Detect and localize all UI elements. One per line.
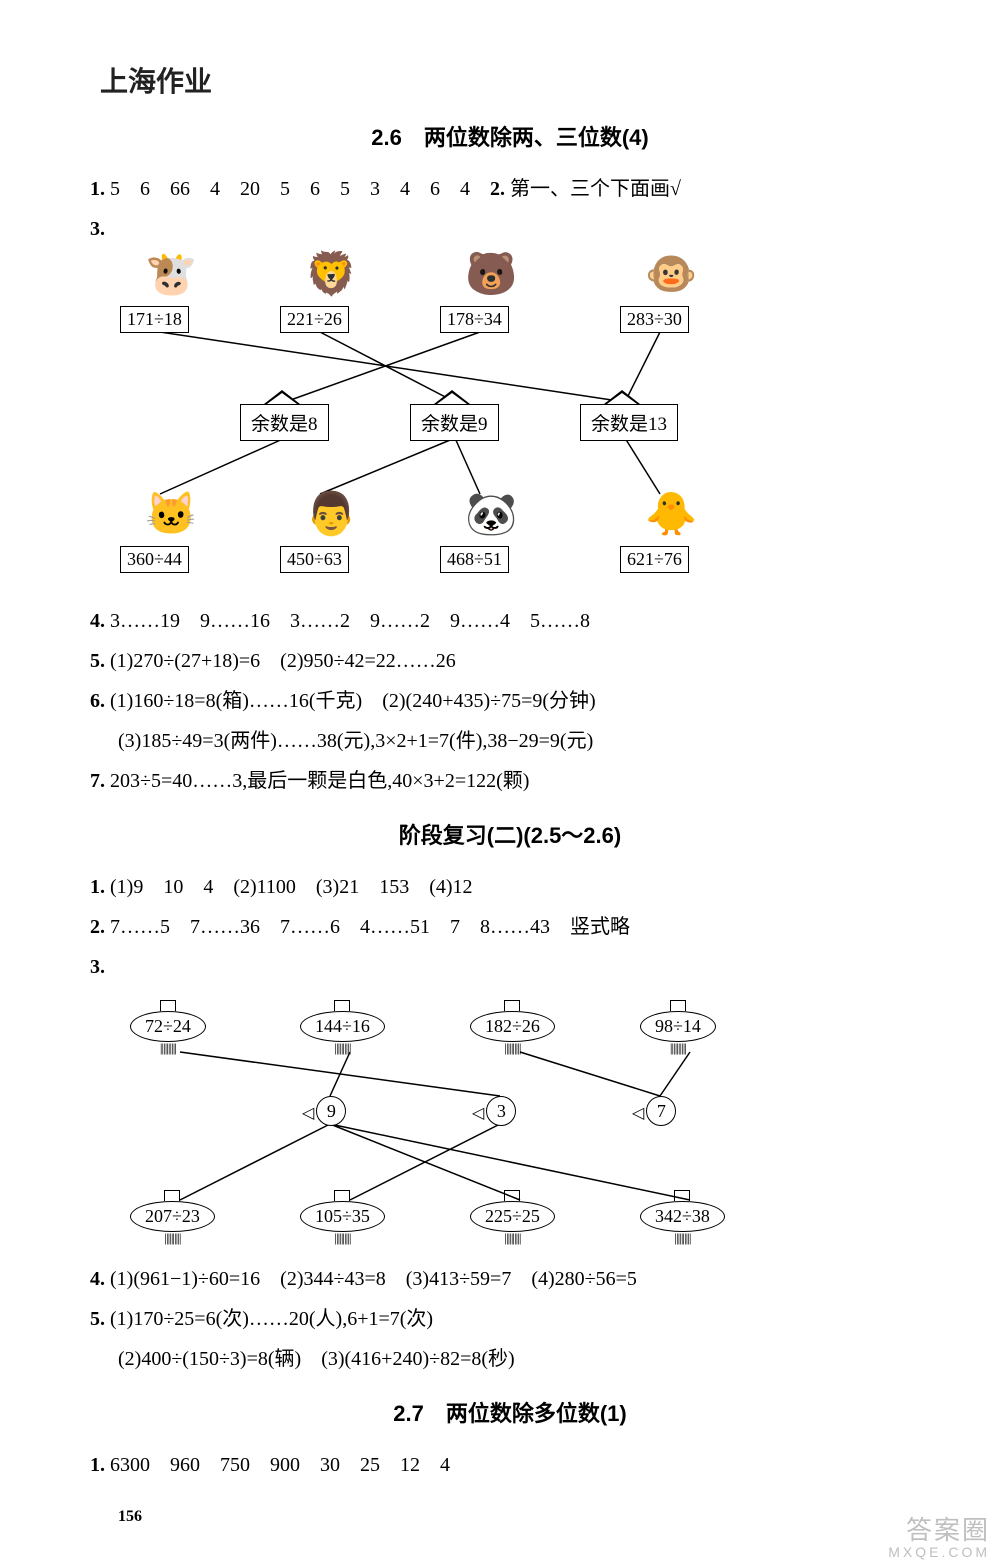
watermark-sub: MXQE.COM [888, 1545, 990, 1560]
s2-q4: 4. (1)(961−1)÷60=16 (2)344÷43=8 (3)413÷5… [90, 1260, 930, 1298]
ufo-node: 72÷24|||||||||| [130, 1000, 206, 1056]
house-box: 余数是8 [240, 404, 329, 441]
house-roof-icon [264, 390, 300, 404]
house-roof-icon [434, 390, 470, 404]
watermark-main: 答案圈 [906, 1515, 990, 1545]
house-box: 余数是13 [580, 404, 678, 441]
ufo-node: 182÷26|||||||||| [470, 1000, 555, 1056]
animal-bot-icon: 🐥 [645, 494, 697, 536]
top-box: 221÷26 [280, 306, 349, 333]
s1-q7: 7. 203÷5=40……3,最后一颗是白色,40×3+2=122(颗) [90, 762, 930, 800]
s1-q6a: 6. (1)160÷18=8(箱)……16(千克) (2)(240+435)÷7… [90, 682, 930, 720]
bot-box: 468÷51 [440, 546, 509, 573]
s2-q5a: 5. (1)170÷25=6(次)……20(人),6+1=7(次) [90, 1300, 930, 1338]
s2-q5b: (2)400÷(150÷3)=8(辆) (3)(416+240)÷82=8(秒) [90, 1340, 930, 1378]
s1-q1-label: 1. [90, 178, 105, 200]
bot-box: 621÷76 [620, 546, 689, 573]
ufo-node: 98÷14|||||||||| [640, 1000, 716, 1056]
ufo-node: 105÷35|||||||||| [300, 1190, 385, 1246]
house-box: 余数是9 [410, 404, 499, 441]
bulb-node: ◁7 [632, 1096, 676, 1126]
animal-top-icon: 🦁 [305, 254, 357, 296]
animal-bot-icon: 🐼 [465, 494, 517, 536]
section1-title: 2.6 两位数除两、三位数(4) [90, 120, 930, 152]
ufo-node: 144÷16|||||||||| [300, 1000, 385, 1056]
s2-q2: 2. 7……5 7……36 7……6 4……51 7 8……43 竖式略 [90, 908, 930, 946]
s1-diagram: 🐮 171÷18 🦁 221÷26 🐻 178÷34 🐵 283÷30 余数是8 余数是9 余数是1… [100, 254, 860, 594]
house-roof-icon [604, 390, 640, 404]
animal-top-icon: 🐮 [145, 254, 197, 296]
animal-bot-icon: 👨 [305, 494, 357, 536]
bulb-node: ◁3 [472, 1096, 516, 1126]
s1-q4: 4. 4. 3……19 9……16 3……2 9……2 9……4 5……83……… [90, 602, 930, 640]
top-box: 178÷34 [440, 306, 509, 333]
s1-q2-label: 2. [490, 178, 505, 200]
s1-q1: 1. 5 6 66 4 20 5 6 5 3 4 6 4 2. 第一、三个下面画… [90, 170, 930, 208]
top-box: 283÷30 [620, 306, 689, 333]
animal-top-icon: 🐻 [465, 254, 517, 296]
s1-q1-values: 5 6 66 4 20 5 6 5 3 4 6 4 [110, 178, 470, 200]
bulb-node: ◁9 [302, 1096, 346, 1126]
animal-top-icon: 🐵 [645, 254, 697, 296]
animal-bot-icon: 🐱 [145, 494, 197, 536]
top-box: 171÷18 [120, 306, 189, 333]
s2-q1: 1. (1)9 10 4 (2)1100 (3)21 153 (4)12 [90, 868, 930, 906]
section3-title: 2.7 两位数除多位数(1) [90, 1396, 930, 1428]
s2-diagram: 72÷24|||||||||| 144÷16|||||||||| 182÷26|||… [100, 992, 860, 1252]
ufo-node: 207÷23|||||||||| [130, 1190, 215, 1246]
s1-q2-text: 第一、三个下面画√ [510, 178, 681, 200]
page-number: 156 [90, 1508, 930, 1526]
bot-box: 360÷44 [120, 546, 189, 573]
bot-box: 450÷63 [280, 546, 349, 573]
page: 上海作业 2.6 两位数除两、三位数(4) 1. 5 6 66 4 20 5 6… [0, 0, 1000, 1566]
s1-q6b: (3)185÷49=3(两件)……38(元),3×2+1=7(件),38−29=… [90, 722, 930, 760]
s2-q3-label: 3. [90, 948, 930, 986]
s1-q3-label: 3. [90, 210, 930, 248]
section2-title: 阶段复习(二)(2.5～2.6) [90, 818, 930, 850]
s1-q5: 5. (1)270÷(27+18)=6 (2)950÷42=22……26 [90, 642, 930, 680]
s3-q1: 1. 6300 960 750 900 30 25 12 4 [90, 1446, 930, 1484]
watermark: 答案圈 MXQE.COM [888, 1516, 990, 1560]
ufo-node: 225÷25|||||||||| [470, 1190, 555, 1246]
book-title: 上海作业 [90, 60, 930, 100]
ufo-node: 342÷38|||||||||| [640, 1190, 725, 1246]
